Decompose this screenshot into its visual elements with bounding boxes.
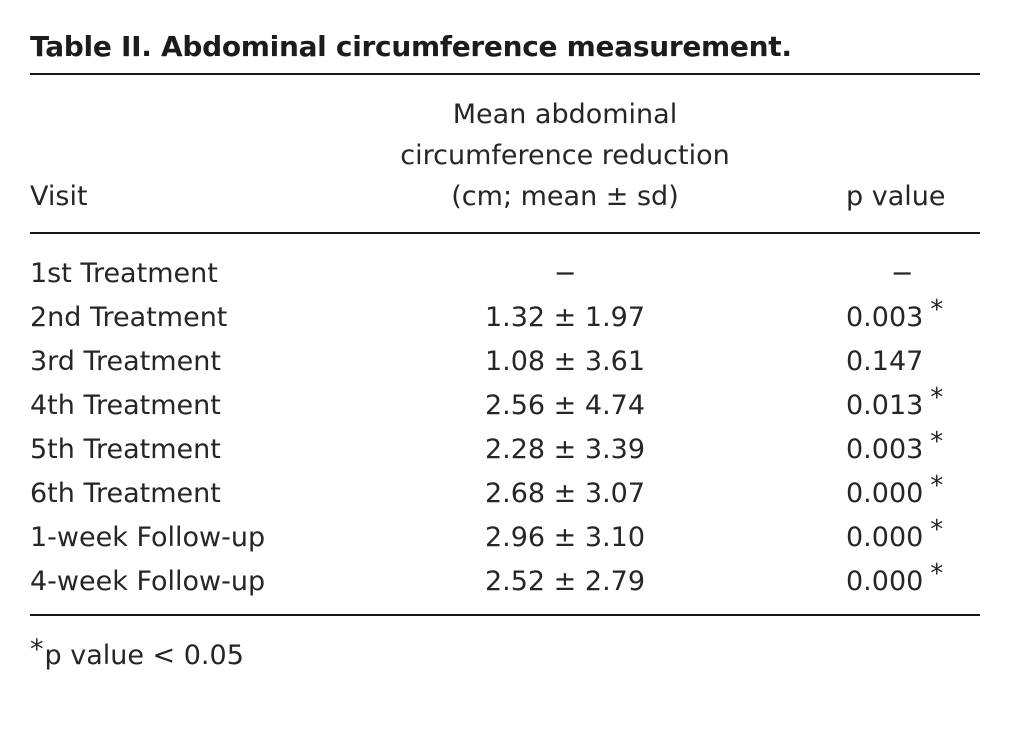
pvalue-cell: 0.147 <box>780 346 980 377</box>
pvalue-text: 0.003 <box>846 433 924 465</box>
table-row: 2nd Treatment 1.32 ± 1.97 0.003 * <box>30 295 980 339</box>
table-row: 5th Treatment 2.28 ± 3.39 0.003 * <box>30 427 980 471</box>
significance-asterisk: * <box>930 426 944 457</box>
mean-cell: 2.52 ± 2.79 <box>484 565 646 597</box>
significance-asterisk: * <box>930 514 944 545</box>
pvalue-cell: 0.000 * <box>780 515 980 553</box>
table-row: 6th Treatment 2.68 ± 3.07 0.000 * <box>30 471 980 515</box>
mean-cell: 1.08 ± 3.61 <box>484 345 646 377</box>
pvalue-text: − <box>890 257 914 289</box>
mean-cell: − <box>553 257 577 289</box>
visit-cell: 4-week Follow-up <box>30 565 266 597</box>
footnote: *p value < 0.05 <box>30 634 244 671</box>
table-row: 1st Treatment − − <box>30 251 980 295</box>
pvalue-text: 0.147 <box>846 345 924 377</box>
column-header-mean-line1: Mean abdominal <box>452 99 678 130</box>
mean-cell: 2.56 ± 4.74 <box>484 389 646 421</box>
mean-cell: 1.32 ± 1.97 <box>484 301 646 333</box>
table-header-row: Visit Mean abdominal circumference reduc… <box>30 94 980 217</box>
pvalue-cell: 0.013 * <box>780 383 980 421</box>
column-header-mean-line2: circumference reduction <box>400 140 730 171</box>
pvalue-cell: 0.000 * <box>780 471 980 509</box>
column-header-visit: Visit <box>30 181 88 212</box>
significance-asterisk: * <box>930 382 944 413</box>
significance-asterisk: * <box>930 470 944 501</box>
visit-cell: 6th Treatment <box>30 477 221 509</box>
table-body: 1st Treatment − − 2nd Treatment 1.32 ± 1… <box>30 251 980 603</box>
significance-asterisk: * <box>930 294 944 325</box>
column-header-pvalue: p value <box>846 181 946 212</box>
column-header-mean-line3: (cm; mean ± sd) <box>451 181 679 212</box>
footnote-text: p value < 0.05 <box>44 640 244 671</box>
table-row: 4th Treatment 2.56 ± 4.74 0.013 * <box>30 383 980 427</box>
header-rule <box>30 232 980 234</box>
table-row: 3rd Treatment 1.08 ± 3.61 0.147 <box>30 339 980 383</box>
pvalue-cell: − <box>780 258 980 289</box>
pvalue-cell: 0.000 * <box>780 559 980 597</box>
visit-cell: 2nd Treatment <box>30 301 228 333</box>
pvalue-cell: 0.003 * <box>780 295 980 333</box>
significance-asterisk: * <box>930 558 944 589</box>
mean-cell: 2.68 ± 3.07 <box>484 477 646 509</box>
column-header-mean: Mean abdominal circumference reduction (… <box>350 94 780 217</box>
mean-cell: 2.28 ± 3.39 <box>484 433 646 465</box>
visit-cell: 5th Treatment <box>30 433 221 465</box>
visit-cell: 4th Treatment <box>30 389 221 421</box>
top-rule <box>30 73 980 75</box>
mean-cell: 2.96 ± 3.10 <box>484 521 646 553</box>
pvalue-cell: 0.003 * <box>780 427 980 465</box>
pvalue-text: 0.013 <box>846 389 924 421</box>
pvalue-text: 0.000 <box>846 521 924 553</box>
table-title: Table II. Abdominal circumference measur… <box>30 30 792 63</box>
visit-cell: 3rd Treatment <box>30 345 221 377</box>
bottom-rule <box>30 614 980 616</box>
table-row: 1-week Follow-up 2.96 ± 3.10 0.000 * <box>30 515 980 559</box>
visit-cell: 1-week Follow-up <box>30 521 266 553</box>
pvalue-text: 0.000 <box>846 477 924 509</box>
pvalue-text: 0.003 <box>846 301 924 333</box>
visit-cell: 1st Treatment <box>30 257 218 289</box>
pvalue-text: 0.000 <box>846 565 924 597</box>
table-row: 4-week Follow-up 2.52 ± 2.79 0.000 * <box>30 559 980 603</box>
footnote-asterisk: * <box>30 634 44 665</box>
